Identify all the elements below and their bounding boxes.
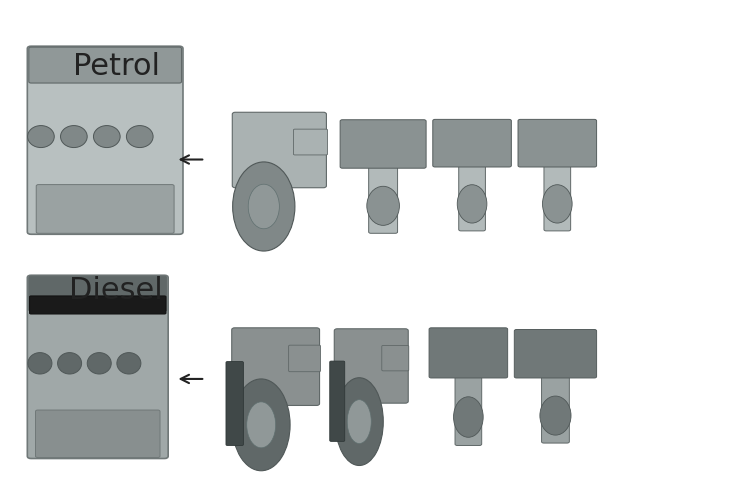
FancyBboxPatch shape xyxy=(433,120,511,167)
FancyBboxPatch shape xyxy=(340,121,426,169)
Ellipse shape xyxy=(232,379,290,471)
FancyBboxPatch shape xyxy=(330,362,344,441)
FancyBboxPatch shape xyxy=(382,346,408,371)
Ellipse shape xyxy=(540,396,571,435)
FancyBboxPatch shape xyxy=(293,130,327,156)
FancyBboxPatch shape xyxy=(36,410,160,457)
Ellipse shape xyxy=(233,163,295,252)
Ellipse shape xyxy=(347,400,371,444)
FancyBboxPatch shape xyxy=(232,113,327,188)
FancyBboxPatch shape xyxy=(29,277,167,312)
FancyBboxPatch shape xyxy=(459,139,485,231)
FancyBboxPatch shape xyxy=(289,346,321,372)
Text: Diesel: Diesel xyxy=(69,276,163,304)
FancyBboxPatch shape xyxy=(542,349,569,443)
Ellipse shape xyxy=(57,353,82,374)
FancyBboxPatch shape xyxy=(30,296,166,314)
Ellipse shape xyxy=(126,126,153,148)
Text: Petrol: Petrol xyxy=(73,52,160,81)
FancyBboxPatch shape xyxy=(28,47,183,235)
Ellipse shape xyxy=(542,185,572,224)
Ellipse shape xyxy=(28,126,54,148)
FancyBboxPatch shape xyxy=(29,48,182,84)
FancyBboxPatch shape xyxy=(514,330,597,378)
Ellipse shape xyxy=(454,397,483,438)
Ellipse shape xyxy=(87,353,112,374)
FancyBboxPatch shape xyxy=(36,185,174,234)
FancyBboxPatch shape xyxy=(231,328,320,406)
Ellipse shape xyxy=(458,185,487,224)
Ellipse shape xyxy=(247,402,275,448)
FancyBboxPatch shape xyxy=(544,139,571,231)
FancyBboxPatch shape xyxy=(369,140,397,234)
Ellipse shape xyxy=(248,185,279,229)
Ellipse shape xyxy=(336,378,383,466)
FancyBboxPatch shape xyxy=(334,329,408,403)
Ellipse shape xyxy=(117,353,141,374)
Ellipse shape xyxy=(28,353,52,374)
FancyBboxPatch shape xyxy=(226,362,243,446)
Ellipse shape xyxy=(60,126,87,148)
FancyBboxPatch shape xyxy=(429,328,507,378)
Ellipse shape xyxy=(367,187,400,226)
FancyBboxPatch shape xyxy=(28,276,168,458)
Ellipse shape xyxy=(94,126,120,148)
FancyBboxPatch shape xyxy=(518,120,597,167)
FancyBboxPatch shape xyxy=(455,348,481,446)
